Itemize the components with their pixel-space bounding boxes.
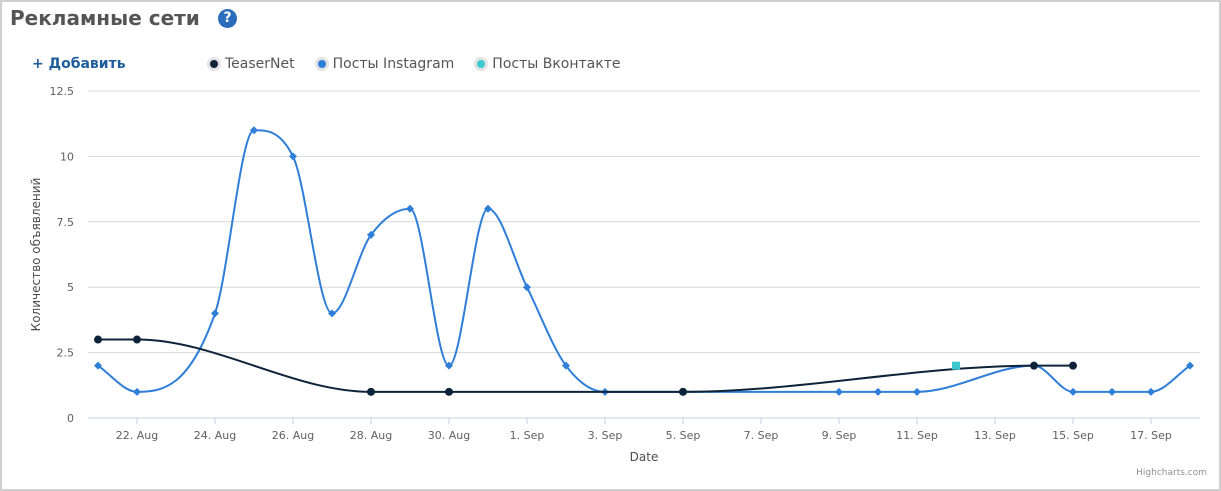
data-point-teasernet[interactable] xyxy=(133,335,141,344)
data-point-instagram[interactable] xyxy=(562,361,570,370)
legend-marker-icon xyxy=(314,57,329,71)
data-point-instagram[interactable] xyxy=(913,387,921,396)
x-tick-label: 26. Aug xyxy=(272,429,314,442)
data-point-instagram[interactable] xyxy=(445,361,453,370)
legend-item-vkontakte[interactable]: Посты Вконтакте xyxy=(474,56,620,72)
legend-color-dot xyxy=(210,60,218,68)
x-tick-label: 24. Aug xyxy=(194,429,236,442)
add-button[interactable]: + Добавить xyxy=(32,56,126,72)
legend-color-dot xyxy=(477,60,486,68)
x-tick-label: 15. Sep xyxy=(1052,429,1094,442)
x-tick-label: 30. Aug xyxy=(428,429,470,442)
legend-label: TeaserNet xyxy=(225,56,295,72)
x-tick-label: 11. Sep xyxy=(896,429,938,442)
legend-marker-icon xyxy=(207,57,221,71)
x-tick-label: 7. Sep xyxy=(744,429,779,442)
y-tick-label: 2.5 xyxy=(57,347,75,360)
data-point-instagram[interactable] xyxy=(874,387,882,396)
data-point-instagram[interactable] xyxy=(1186,361,1194,370)
x-tick-label: 5. Sep xyxy=(666,429,701,442)
data-point-teasernet[interactable] xyxy=(367,387,375,396)
legend-marker-icon xyxy=(474,57,489,71)
legend-item-teasernet[interactable]: TeaserNet xyxy=(207,56,295,72)
page-title: Рекламные сети xyxy=(10,6,200,30)
help-icon[interactable]: ? xyxy=(218,9,237,28)
data-point-instagram[interactable] xyxy=(835,387,843,396)
y-tick-label: 12.5 xyxy=(50,85,75,98)
y-tick-label: 0 xyxy=(67,412,74,425)
data-point-instagram[interactable] xyxy=(1147,387,1155,396)
data-point-instagram[interactable] xyxy=(211,309,219,318)
x-tick-label: 1. Sep xyxy=(510,429,545,442)
x-tick-label: 3. Sep xyxy=(588,429,623,442)
data-point-instagram[interactable] xyxy=(289,152,297,161)
data-point-teasernet[interactable] xyxy=(679,387,687,396)
x-tick-label: 28. Aug xyxy=(350,429,392,442)
legend-color-dot xyxy=(317,60,326,68)
legend-item-instagram[interactable]: Посты Instagram xyxy=(314,56,455,72)
data-point-instagram[interactable] xyxy=(406,204,414,213)
legend-label: Посты Вконтакте xyxy=(492,56,621,72)
legend: TeaserNet Посты Instagram Посты Вконтакт… xyxy=(207,56,620,72)
data-point-vkontakte[interactable] xyxy=(952,361,960,370)
x-tick-label: 13. Sep xyxy=(974,429,1016,442)
x-tick-label: 22. Aug xyxy=(116,429,158,442)
y-tick-label: 10 xyxy=(60,150,74,163)
data-point-instagram[interactable] xyxy=(328,309,336,318)
x-tick-label: 9. Sep xyxy=(822,429,857,442)
data-point-instagram[interactable] xyxy=(523,283,531,292)
x-axis-title: Date xyxy=(630,450,659,464)
x-tick-label: 17. Sep xyxy=(1130,429,1172,442)
data-point-instagram[interactable] xyxy=(94,361,102,370)
data-point-teasernet[interactable] xyxy=(445,387,453,396)
data-point-instagram[interactable] xyxy=(250,126,258,135)
data-point-instagram[interactable] xyxy=(367,230,375,239)
data-point-instagram[interactable] xyxy=(1108,387,1116,396)
y-tick-label: 7.5 xyxy=(57,216,75,229)
legend-label: Посты Instagram xyxy=(332,56,455,72)
data-point-instagram[interactable] xyxy=(1069,387,1077,396)
data-point-teasernet[interactable] xyxy=(1030,361,1038,370)
credits-link[interactable]: Highcharts.com xyxy=(1136,468,1207,478)
series-line-teasernet xyxy=(98,338,1073,393)
y-axis-title: Количество объявлений xyxy=(29,178,43,332)
data-point-instagram[interactable] xyxy=(133,387,141,396)
data-point-instagram[interactable] xyxy=(484,204,492,213)
data-point-teasernet[interactable] xyxy=(1069,361,1077,370)
data-point-teasernet[interactable] xyxy=(94,335,102,344)
y-tick-label: 5 xyxy=(67,281,74,294)
